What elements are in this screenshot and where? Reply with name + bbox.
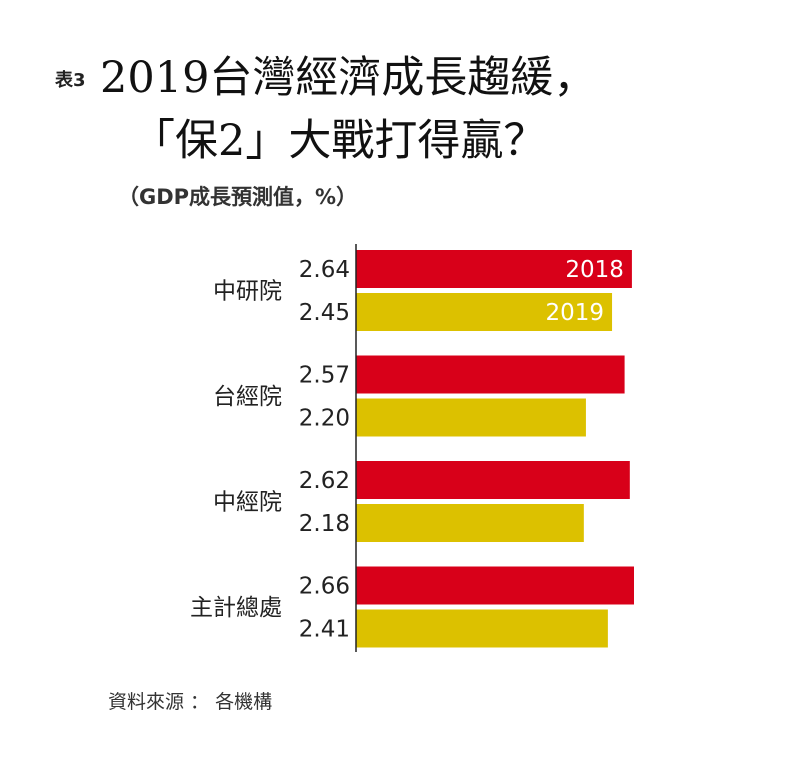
- category-label-2: 中經院: [213, 490, 282, 516]
- chart-title-line2: 「保2」大戰打得贏？: [132, 116, 547, 166]
- value-label-2018-0: 2.64: [299, 257, 350, 283]
- chart-number-tag: 表3: [55, 70, 86, 91]
- value-label-2019-0: 2.45: [299, 300, 350, 326]
- bar-2018-2: [356, 461, 630, 499]
- value-label-2019-2: 2.18: [299, 511, 350, 537]
- category-label-3: 主計總處: [190, 595, 282, 621]
- value-label-2019-3: 2.41: [299, 617, 350, 643]
- value-label-2018-3: 2.66: [299, 574, 350, 600]
- data-source-note: 資料來源 ： 各機構: [108, 691, 273, 713]
- bar-2018-0: [356, 250, 632, 288]
- chart-unit-subtitle: （GDP成長預測值，%）: [118, 185, 358, 209]
- value-label-2019-1: 2.20: [299, 406, 350, 432]
- bar-2018-1: [356, 355, 625, 394]
- category-label-1: 台經院: [213, 384, 282, 410]
- legend-label-2019: 2019: [546, 300, 605, 326]
- bar-2018-3: [356, 566, 634, 605]
- value-label-2018-1: 2.57: [299, 363, 350, 389]
- category-label-0: 中研院: [213, 279, 282, 305]
- legend-label-2018: 2018: [565, 257, 624, 283]
- value-label-2018-2: 2.62: [299, 468, 350, 494]
- chart-title-line1: 2019台灣經濟成長趨緩，: [100, 53, 597, 103]
- bar-2019-0: [356, 293, 613, 331]
- bar-2019-2: [356, 504, 584, 542]
- bar-2019-3: [356, 609, 608, 648]
- bar-2019-1: [356, 398, 586, 437]
